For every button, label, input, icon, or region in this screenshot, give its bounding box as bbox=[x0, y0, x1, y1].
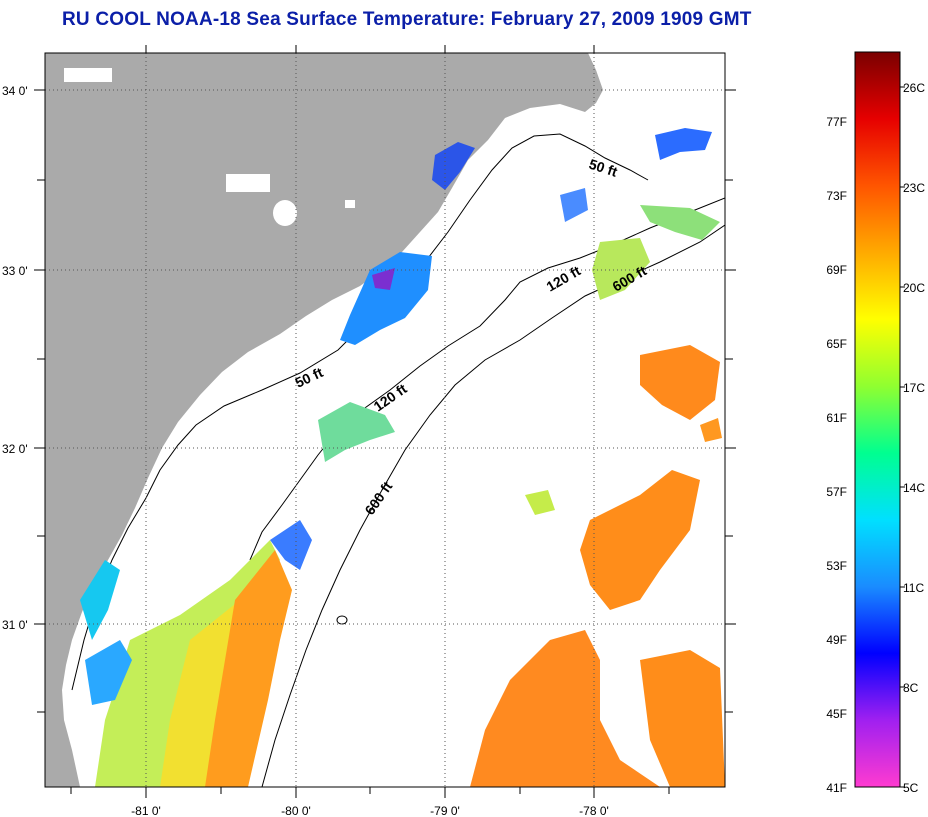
lat-label: 33 0' bbox=[2, 264, 28, 278]
fahrenheit-label: 73F bbox=[826, 189, 847, 203]
fahrenheit-label: 77F bbox=[826, 115, 847, 129]
sst-data-overlay bbox=[80, 128, 725, 787]
celsius-label: 8C bbox=[903, 681, 919, 695]
lat-label: 32 0' bbox=[2, 442, 28, 456]
celsius-label: 20C bbox=[903, 281, 925, 295]
celsius-label: 11C bbox=[903, 581, 924, 595]
celsius-label: 14C bbox=[903, 481, 925, 495]
map-title: RU COOL NOAA-18 Sea Surface Temperature:… bbox=[62, 9, 752, 30]
fahrenheit-label: 45F bbox=[826, 707, 847, 721]
lon-label: -78 0' bbox=[579, 804, 609, 817]
colorbar bbox=[854, 51, 901, 788]
lat-label: 34 0' bbox=[2, 84, 28, 98]
celsius-label: 26C bbox=[903, 81, 925, 95]
fahrenheit-label: 69F bbox=[826, 263, 847, 277]
fahrenheit-label: 65F bbox=[826, 337, 847, 351]
fahrenheit-label: 57F bbox=[826, 485, 847, 499]
celsius-label: 17C bbox=[903, 381, 925, 395]
graticule bbox=[45, 53, 725, 787]
fahrenheit-label: 41F bbox=[826, 781, 847, 795]
axis-ticks bbox=[34, 45, 736, 798]
land-mass bbox=[45, 53, 603, 787]
fahrenheit-label: 49F bbox=[826, 633, 847, 647]
fahrenheit-label: 61F bbox=[826, 411, 847, 425]
lat-label: 31 0' bbox=[2, 618, 28, 632]
map-frame bbox=[44, 52, 726, 788]
colorbar-celsius-labels: 26C 23C 20C 17C 14C 11C 8C 5C bbox=[903, 81, 925, 795]
fahrenheit-label: 53F bbox=[826, 559, 847, 573]
colorbar-fahrenheit-labels: 77F 73F 69F 65F 61F 57F 53F 49F 45F 41F bbox=[826, 115, 847, 795]
lon-label: -79 0' bbox=[430, 804, 460, 817]
lon-label: -80 0' bbox=[281, 804, 311, 817]
celsius-label: 23C bbox=[903, 181, 925, 195]
lon-label: -81 0' bbox=[131, 804, 161, 817]
celsius-label: 5C bbox=[903, 781, 919, 795]
colorbar-ticks bbox=[900, 86, 905, 788]
land-cloud-patches bbox=[64, 68, 355, 226]
